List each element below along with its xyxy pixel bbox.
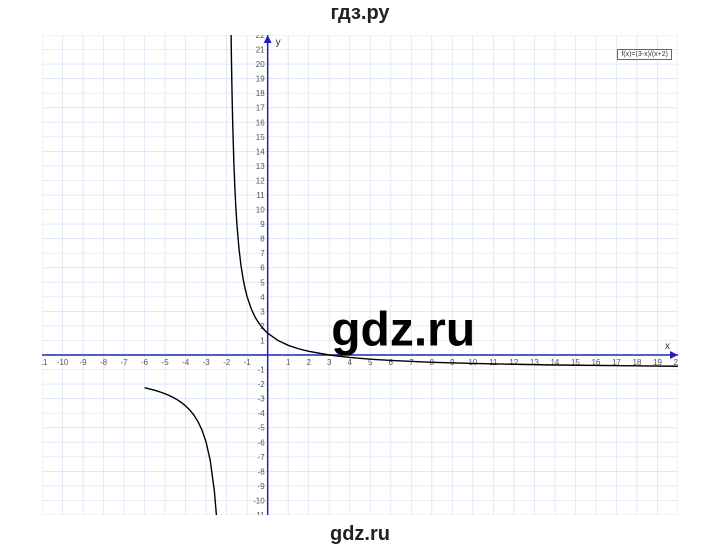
- svg-text:21: 21: [256, 46, 265, 55]
- svg-text:7: 7: [260, 249, 265, 258]
- svg-text:4: 4: [348, 358, 353, 367]
- svg-text:-1: -1: [258, 366, 266, 375]
- svg-text:-3: -3: [258, 395, 266, 404]
- svg-text:-6: -6: [141, 358, 149, 367]
- chart-svg: -11-10-9-8-7-6-5-4-3-2-11234567891011121…: [42, 35, 678, 515]
- svg-text:-2: -2: [223, 358, 231, 367]
- svg-text:13: 13: [256, 162, 265, 171]
- svg-text:y: y: [276, 37, 281, 48]
- svg-text:4: 4: [260, 293, 265, 302]
- svg-text:14: 14: [256, 147, 265, 156]
- svg-text:-5: -5: [162, 358, 170, 367]
- svg-text:20: 20: [256, 60, 265, 69]
- svg-text:-11: -11: [42, 358, 48, 367]
- chart-legend: f(x)=(3-x)/(x+2): [617, 49, 672, 60]
- svg-text:-2: -2: [258, 380, 266, 389]
- svg-text:22: 22: [256, 35, 265, 40]
- page-title: гдз.ру: [0, 0, 720, 25]
- svg-text:18: 18: [256, 89, 265, 98]
- svg-text:x: x: [665, 341, 670, 352]
- svg-text:-10: -10: [57, 358, 69, 367]
- chart-container: -11-10-9-8-7-6-5-4-3-2-11234567891011121…: [42, 35, 678, 515]
- svg-text:-7: -7: [258, 453, 266, 462]
- svg-text:-7: -7: [121, 358, 129, 367]
- svg-text:12: 12: [509, 358, 518, 367]
- svg-text:1: 1: [286, 358, 291, 367]
- svg-text:13: 13: [530, 358, 539, 367]
- svg-text:7: 7: [409, 358, 414, 367]
- svg-text:-10: -10: [253, 496, 265, 505]
- svg-text:-1: -1: [244, 358, 252, 367]
- svg-text:6: 6: [389, 358, 394, 367]
- svg-text:-8: -8: [258, 467, 266, 476]
- svg-text:-5: -5: [258, 424, 266, 433]
- svg-text:10: 10: [468, 358, 477, 367]
- page-footer: gdz.ru: [0, 523, 720, 546]
- svg-text:15: 15: [256, 133, 265, 142]
- svg-text:-8: -8: [100, 358, 108, 367]
- svg-text:10: 10: [256, 206, 265, 215]
- svg-text:-4: -4: [182, 358, 190, 367]
- svg-text:11: 11: [256, 191, 265, 200]
- svg-text:-9: -9: [79, 358, 87, 367]
- svg-text:6: 6: [260, 264, 265, 273]
- svg-text:8: 8: [260, 235, 265, 244]
- svg-text:5: 5: [260, 278, 265, 287]
- svg-text:-4: -4: [258, 409, 266, 418]
- svg-text:12: 12: [256, 176, 265, 185]
- svg-text:-3: -3: [203, 358, 211, 367]
- svg-text:-6: -6: [258, 438, 266, 447]
- svg-text:17: 17: [256, 104, 265, 113]
- svg-text:3: 3: [260, 307, 265, 316]
- svg-text:11: 11: [489, 358, 498, 367]
- svg-text:-11: -11: [254, 511, 266, 515]
- svg-text:3: 3: [327, 358, 332, 367]
- svg-text:1: 1: [260, 336, 265, 345]
- svg-text:16: 16: [256, 118, 265, 127]
- svg-text:19: 19: [256, 75, 265, 84]
- svg-text:2: 2: [306, 358, 311, 367]
- svg-text:9: 9: [260, 220, 265, 229]
- svg-text:-9: -9: [258, 482, 266, 491]
